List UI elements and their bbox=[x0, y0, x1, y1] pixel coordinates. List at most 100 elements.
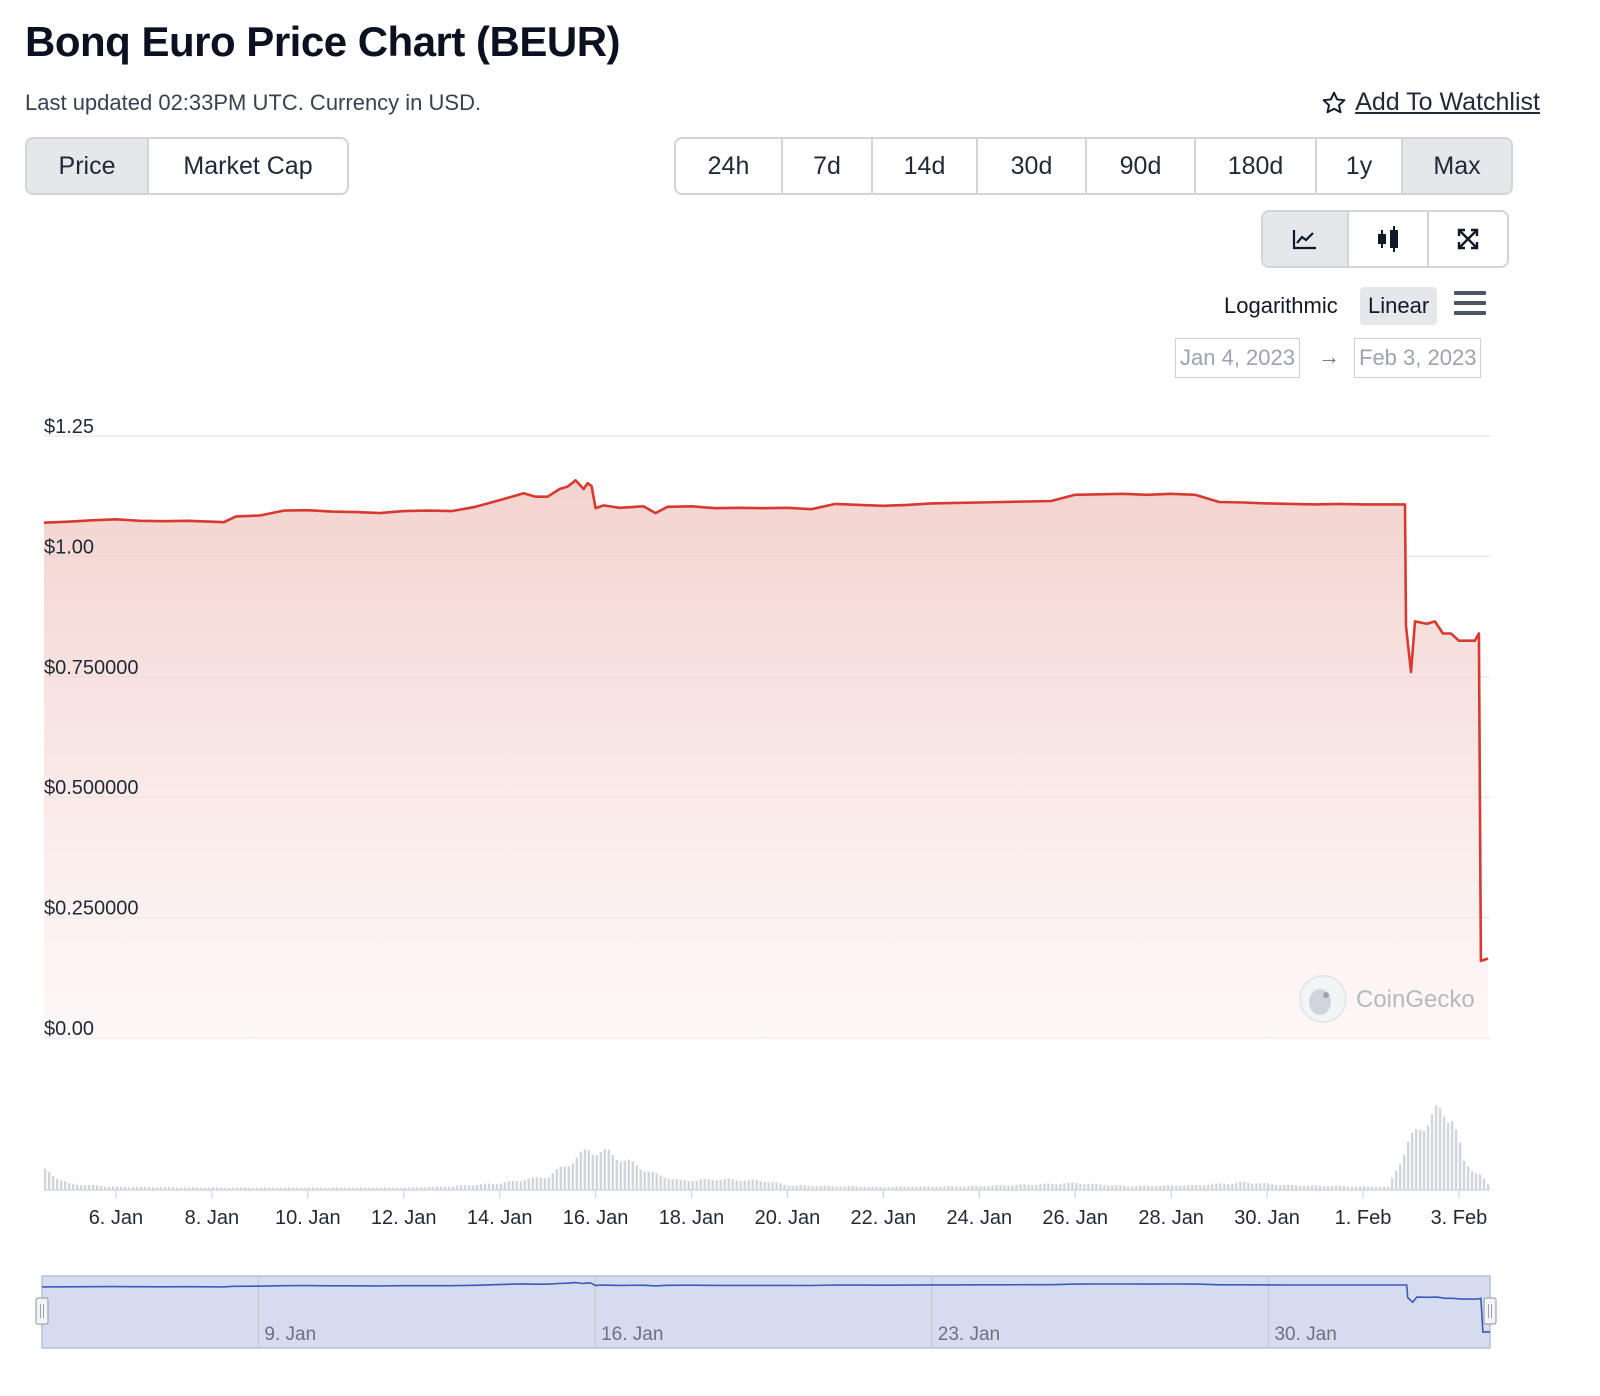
volume-bar bbox=[175, 1187, 179, 1190]
volume-bar bbox=[1187, 1185, 1190, 1190]
volume-bar bbox=[879, 1186, 882, 1190]
fullscreen-button[interactable] bbox=[1429, 212, 1507, 266]
volume-bar bbox=[599, 1152, 602, 1190]
x-tick-label: 12. Jan bbox=[371, 1207, 437, 1229]
volume-bar bbox=[443, 1186, 447, 1190]
volume-bar bbox=[1155, 1186, 1158, 1190]
range-180d[interactable]: 180d bbox=[1196, 139, 1317, 193]
candlestick-button[interactable] bbox=[1349, 212, 1429, 266]
range-24h[interactable]: 24h bbox=[676, 139, 783, 193]
volume-bar bbox=[1411, 1132, 1414, 1190]
volume-bar bbox=[859, 1186, 862, 1190]
volume-bar bbox=[1419, 1129, 1422, 1190]
volume-bar bbox=[759, 1181, 762, 1190]
volume-bar bbox=[563, 1166, 566, 1190]
volume-bar bbox=[747, 1179, 750, 1190]
logarithmic-toggle[interactable]: Logarithmic bbox=[1224, 293, 1338, 318]
volume-bar bbox=[139, 1186, 143, 1190]
volume-bar bbox=[227, 1188, 231, 1190]
tab-price[interactable]: Price bbox=[27, 139, 149, 193]
volume-bar bbox=[1215, 1183, 1218, 1190]
volume-bar bbox=[815, 1186, 818, 1190]
navigator[interactable]: 9. Jan 16. Jan 23. Jan 30. Jan bbox=[35, 1275, 1497, 1349]
navigator-right-handle[interactable] bbox=[1483, 1297, 1497, 1325]
range-14d[interactable]: 14d bbox=[873, 139, 978, 193]
range-1y[interactable]: 1y bbox=[1317, 139, 1403, 193]
volume-bar bbox=[1015, 1184, 1018, 1190]
navigator-left-handle[interactable] bbox=[35, 1297, 49, 1325]
volume-bar bbox=[491, 1184, 495, 1190]
x-tick-label: 20. Jan bbox=[755, 1207, 821, 1229]
date-from-input[interactable]: Jan 4, 2023 bbox=[1175, 338, 1300, 378]
volume-bar bbox=[60, 1180, 63, 1190]
hamburger-menu-icon[interactable] bbox=[1454, 290, 1486, 316]
volume-bar bbox=[1091, 1183, 1094, 1190]
volume-bar bbox=[1395, 1170, 1398, 1190]
volume-bar bbox=[399, 1187, 403, 1190]
volume-bar bbox=[1355, 1186, 1358, 1190]
volume-bar bbox=[215, 1187, 219, 1190]
range-30d[interactable]: 30d bbox=[978, 139, 1087, 193]
volume-bar bbox=[259, 1187, 263, 1190]
volume-bar bbox=[135, 1187, 139, 1190]
price-area-fill bbox=[44, 480, 1488, 1038]
volume-bar bbox=[559, 1166, 562, 1190]
volume-bar bbox=[791, 1185, 794, 1190]
line-chart-button[interactable] bbox=[1263, 212, 1349, 266]
volume-bar bbox=[999, 1185, 1002, 1190]
volume-bar bbox=[447, 1186, 451, 1190]
volume-bar bbox=[303, 1187, 307, 1190]
volume-bar bbox=[1095, 1183, 1098, 1190]
add-to-watchlist-link[interactable]: Add To Watchlist bbox=[1321, 88, 1540, 117]
volume-bar bbox=[127, 1187, 131, 1190]
volume-bar bbox=[927, 1186, 930, 1190]
volume-bar bbox=[1131, 1186, 1134, 1190]
x-tick-label: 30. Jan bbox=[1234, 1207, 1300, 1229]
volume-bar bbox=[683, 1180, 686, 1190]
volume-bar bbox=[655, 1173, 658, 1190]
volume-bar bbox=[1123, 1186, 1126, 1190]
volume-bar bbox=[827, 1185, 830, 1190]
volume-bar bbox=[271, 1187, 275, 1190]
volume-bar bbox=[1235, 1182, 1238, 1190]
y-tick-label: $0.500000 bbox=[44, 777, 139, 799]
volume-bar bbox=[1143, 1185, 1146, 1190]
range-7d[interactable]: 7d bbox=[783, 139, 873, 193]
volume-bar bbox=[1211, 1184, 1214, 1190]
volume-bar bbox=[1339, 1185, 1342, 1190]
volume-bar bbox=[427, 1187, 431, 1190]
x-tick-label: 1. Feb bbox=[1335, 1207, 1392, 1229]
time-range-selector: 24h 7d 14d 30d 90d 180d 1y Max bbox=[674, 137, 1513, 195]
volume-bar bbox=[1107, 1185, 1110, 1190]
volume-bar bbox=[679, 1179, 682, 1190]
volume-bar bbox=[1191, 1185, 1194, 1190]
tab-market-cap[interactable]: Market Cap bbox=[183, 151, 313, 180]
volume-bar bbox=[1163, 1185, 1166, 1190]
volume-bar bbox=[435, 1186, 439, 1190]
volume-bar bbox=[867, 1186, 870, 1190]
volume-bar bbox=[1375, 1187, 1378, 1190]
volume-bar bbox=[1275, 1184, 1278, 1190]
volume-bar bbox=[1311, 1185, 1314, 1190]
volume-bar bbox=[1367, 1186, 1370, 1190]
volume-bar bbox=[835, 1186, 838, 1190]
volume-bar bbox=[1075, 1183, 1078, 1190]
range-max[interactable]: Max bbox=[1403, 139, 1511, 193]
volume-bar bbox=[511, 1180, 514, 1190]
volume-bar bbox=[211, 1187, 215, 1190]
line-chart-icon bbox=[1292, 230, 1316, 250]
volume-bar bbox=[803, 1185, 806, 1190]
volume-bar bbox=[327, 1187, 331, 1190]
volume-bar bbox=[871, 1186, 874, 1190]
volume-bar bbox=[991, 1185, 994, 1190]
range-90d[interactable]: 90d bbox=[1087, 139, 1196, 193]
volume-bar bbox=[1239, 1181, 1242, 1190]
volume-bar bbox=[379, 1187, 383, 1190]
linear-toggle[interactable]: Linear bbox=[1360, 287, 1438, 325]
volume-bar bbox=[1291, 1185, 1294, 1190]
volume-bar bbox=[947, 1186, 950, 1190]
volume-bar bbox=[571, 1163, 574, 1190]
volume-bar bbox=[88, 1185, 91, 1190]
date-to-input[interactable]: Feb 3, 2023 bbox=[1354, 338, 1482, 378]
volume-bar bbox=[239, 1187, 243, 1190]
